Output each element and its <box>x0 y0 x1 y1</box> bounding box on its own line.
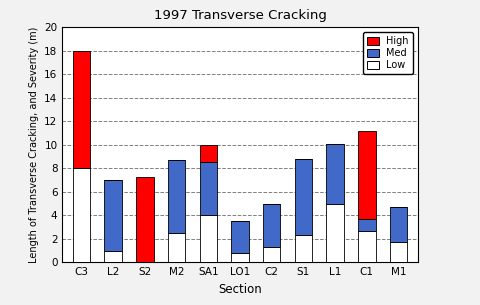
Bar <box>168 233 185 262</box>
Bar <box>390 207 408 242</box>
Bar <box>390 242 408 262</box>
Bar <box>136 177 154 262</box>
Bar <box>231 221 249 253</box>
Title: 1997 Transverse Cracking: 1997 Transverse Cracking <box>154 9 326 22</box>
Bar <box>263 247 280 262</box>
Bar <box>200 163 217 215</box>
Legend: High, Med, Low: High, Med, Low <box>363 32 413 74</box>
Bar <box>263 204 280 247</box>
Bar <box>105 180 122 251</box>
Bar <box>295 235 312 262</box>
Bar <box>326 204 344 262</box>
Bar <box>200 145 217 163</box>
Bar <box>358 131 375 219</box>
Bar <box>200 215 217 262</box>
Bar <box>295 159 312 235</box>
Bar <box>358 231 375 262</box>
Bar <box>105 251 122 262</box>
Bar <box>326 144 344 204</box>
Y-axis label: Length of Transverse Cracking, and Severity (m): Length of Transverse Cracking, and Sever… <box>29 27 39 263</box>
Bar <box>231 253 249 262</box>
Bar <box>168 160 185 233</box>
X-axis label: Section: Section <box>218 283 262 296</box>
Bar <box>358 219 375 231</box>
Bar <box>72 51 90 168</box>
Bar <box>72 168 90 262</box>
